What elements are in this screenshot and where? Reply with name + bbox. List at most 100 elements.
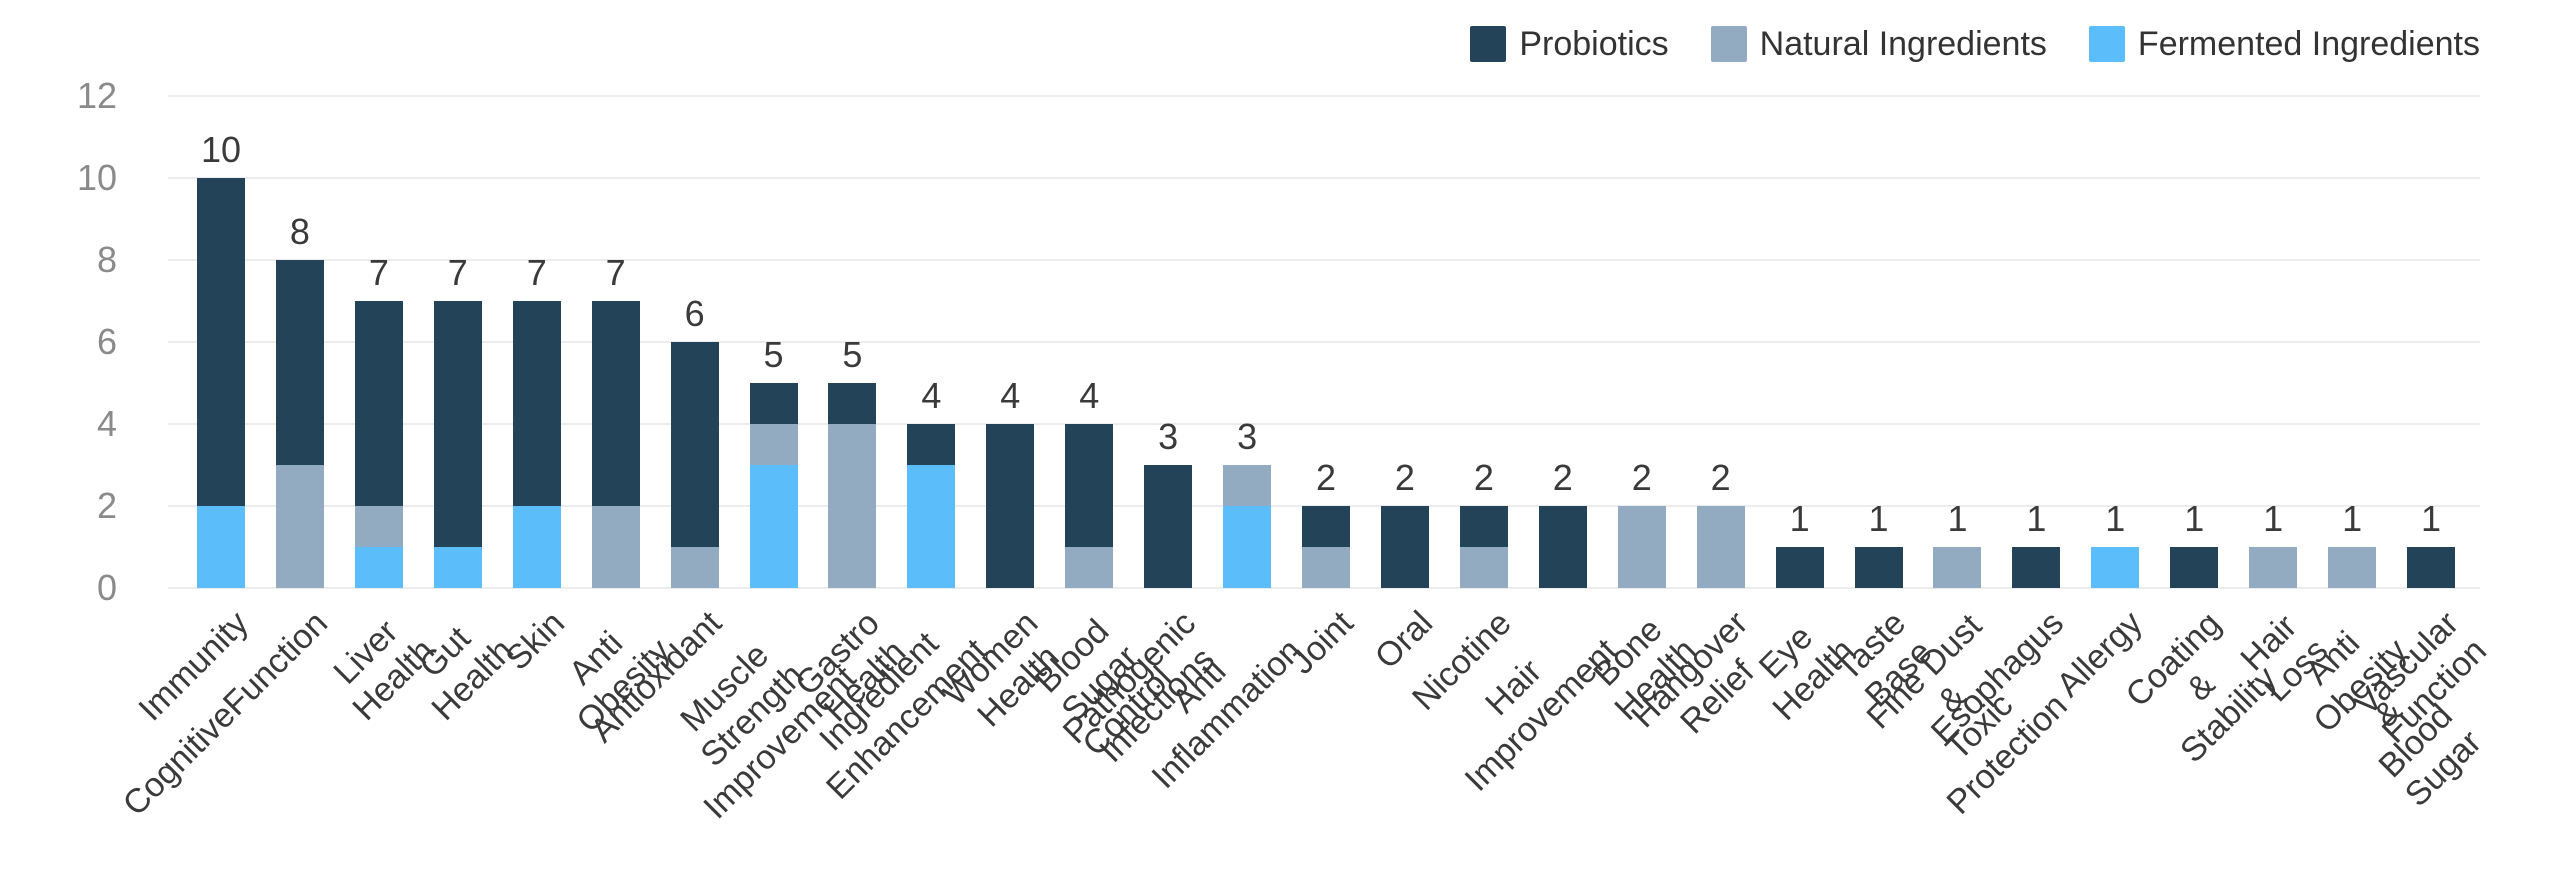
bar-segment-natural-ingredients[interactable] (1933, 547, 1982, 588)
bar-esophagus[interactable] (2012, 547, 2061, 588)
bar-gastro-health[interactable] (828, 383, 877, 588)
bar-nicotine[interactable] (1459, 506, 1508, 588)
bar-gut-health[interactable] (433, 301, 482, 588)
bar-segment-probiotics[interactable] (275, 260, 324, 465)
bar-total-label: 2 (1710, 457, 1731, 498)
bar-liver-health[interactable] (354, 301, 403, 588)
bar-segment-fermented-ingredients[interactable] (197, 506, 245, 588)
bar-segment-natural-ingredients[interactable] (670, 547, 719, 588)
bar-total-label: 3 (1158, 416, 1179, 457)
bar-segment-probiotics[interactable] (986, 424, 1035, 588)
bar-segment-probiotics[interactable] (828, 383, 877, 424)
bar-segment-probiotics[interactable] (1302, 506, 1351, 547)
bar-hair-improvement[interactable] (1538, 506, 1587, 588)
bar-total-label: 6 (684, 293, 705, 334)
bar-segment-probiotics[interactable] (1380, 506, 1429, 588)
bar-total-label: 1 (1868, 498, 1889, 539)
bar-segment-probiotics[interactable] (1065, 424, 1114, 547)
bar-segment-natural-ingredients[interactable] (2249, 547, 2298, 588)
bar-total-label: 2 (1473, 457, 1494, 498)
bar-oral[interactable] (1380, 506, 1429, 588)
y-axis-tick-label: 4 (96, 403, 117, 444)
bar-coating-stability[interactable] (2170, 547, 2219, 588)
bar-segment-probiotics[interactable] (2012, 547, 2061, 588)
bar-total-label: 1 (2105, 498, 2126, 539)
bar-hair-loss[interactable] (2249, 547, 2298, 588)
bar-anti-inflammation[interactable] (1223, 465, 1272, 588)
bar-fine-dust-toxic-protection[interactable] (1933, 547, 1982, 588)
bar-segment-natural-ingredients[interactable] (1302, 547, 1351, 588)
bar-segment-probiotics[interactable] (197, 178, 245, 506)
bar-segment-natural-ingredients[interactable] (1617, 506, 1666, 588)
bar-joint[interactable] (1302, 506, 1351, 588)
bar-segment-probiotics[interactable] (1538, 506, 1587, 588)
bar-segment-natural-ingredients[interactable] (749, 424, 798, 465)
bar-total-label: 2 (1316, 457, 1337, 498)
bar-anti-obesity-blood-sugar[interactable] (2328, 547, 2377, 588)
bar-bone-health[interactable] (1617, 506, 1666, 588)
bar-taste-base[interactable] (1854, 547, 1903, 588)
bar-segment-natural-ingredients[interactable] (1459, 547, 1508, 588)
bar-segment-fermented-ingredients[interactable] (907, 465, 956, 588)
bar-segment-probiotics[interactable] (907, 424, 956, 465)
bar-total-label: 8 (289, 211, 310, 252)
gridline-y-6 (168, 341, 2480, 343)
bar-anti-obesity[interactable] (591, 301, 640, 588)
bar-hangover-relief[interactable] (1696, 506, 1745, 588)
bar-segment-probiotics[interactable] (1459, 506, 1508, 547)
bar-segment-natural-ingredients[interactable] (354, 506, 403, 547)
bar-total-label: 1 (2026, 498, 2047, 539)
bar-segment-natural-ingredients[interactable] (828, 424, 877, 588)
bar-total-label: 7 (447, 252, 468, 293)
bar-segment-fermented-ingredients[interactable] (2091, 547, 2140, 588)
bar-women-health[interactable] (986, 424, 1035, 588)
bar-allergy[interactable] (2091, 547, 2140, 588)
bar-total-label: 4 (1000, 375, 1021, 416)
y-axis-tick-label: 6 (96, 321, 117, 362)
bar-segment-natural-ingredients[interactable] (1065, 547, 1114, 588)
bar-segment-natural-ingredients[interactable] (1696, 506, 1745, 588)
x-axis-label-hair-improvement: Hair Improvement (1458, 631, 1626, 799)
y-axis-tick-label: 10 (76, 157, 117, 198)
bar-muscle-strength-improvement[interactable] (749, 383, 798, 588)
bar-antioxidant[interactable] (670, 342, 719, 588)
bar-segment-probiotics[interactable] (2170, 547, 2219, 588)
bar-segment-probiotics[interactable] (2407, 547, 2456, 588)
bar-immunity[interactable] (197, 178, 245, 588)
bar-segment-probiotics[interactable] (354, 301, 403, 506)
bar-total-label: 10 (200, 129, 242, 170)
bar-segment-fermented-ingredients[interactable] (749, 465, 798, 588)
bar-segment-natural-ingredients[interactable] (591, 506, 640, 588)
y-axis-tick-label: 8 (96, 239, 117, 280)
bar-segment-probiotics[interactable] (670, 342, 719, 547)
bar-blood-sugar-control[interactable] (1065, 424, 1114, 588)
bar-skin[interactable] (512, 301, 561, 588)
bar-total-label: 1 (2342, 498, 2363, 539)
legend-item-fermented-ingredients[interactable]: Fermented Ingredients (2088, 24, 2480, 64)
bar-segment-fermented-ingredients[interactable] (1223, 506, 1272, 588)
bar-segment-probiotics[interactable] (1144, 465, 1193, 588)
legend-marker-fermented-ingredients-swatch (2088, 26, 2125, 62)
bar-ingredient-enhancement[interactable] (907, 424, 956, 588)
bar-segment-natural-ingredients[interactable] (1223, 465, 1272, 506)
bar-cognitivefunction[interactable] (275, 260, 324, 588)
bar-segment-probiotics[interactable] (1775, 547, 1824, 588)
legend-item-probiotics[interactable]: Probiotics (1470, 24, 1669, 64)
bar-segment-probiotics[interactable] (433, 301, 482, 547)
y-axis-tick-label: 0 (96, 567, 117, 608)
bar-segment-fermented-ingredients[interactable] (354, 547, 403, 588)
bar-segment-natural-ingredients[interactable] (2328, 547, 2377, 588)
bar-vascular-function[interactable] (2407, 547, 2456, 588)
bar-segment-probiotics[interactable] (1854, 547, 1903, 588)
bar-total-label: 1 (2421, 498, 2442, 539)
bar-segment-natural-ingredients[interactable] (275, 465, 324, 588)
bar-eye-health[interactable] (1775, 547, 1824, 588)
bar-segment-fermented-ingredients[interactable] (433, 547, 482, 588)
bar-pathogenic-infections[interactable] (1144, 465, 1193, 588)
bar-segment-fermented-ingredients[interactable] (512, 506, 561, 588)
legend-item-natural-ingredients[interactable]: Natural Ingredients (1710, 24, 2047, 64)
bar-segment-probiotics[interactable] (591, 301, 640, 506)
bar-segment-probiotics[interactable] (512, 301, 561, 506)
bar-segment-probiotics[interactable] (749, 383, 798, 424)
bar-total-label: 7 (526, 252, 547, 293)
